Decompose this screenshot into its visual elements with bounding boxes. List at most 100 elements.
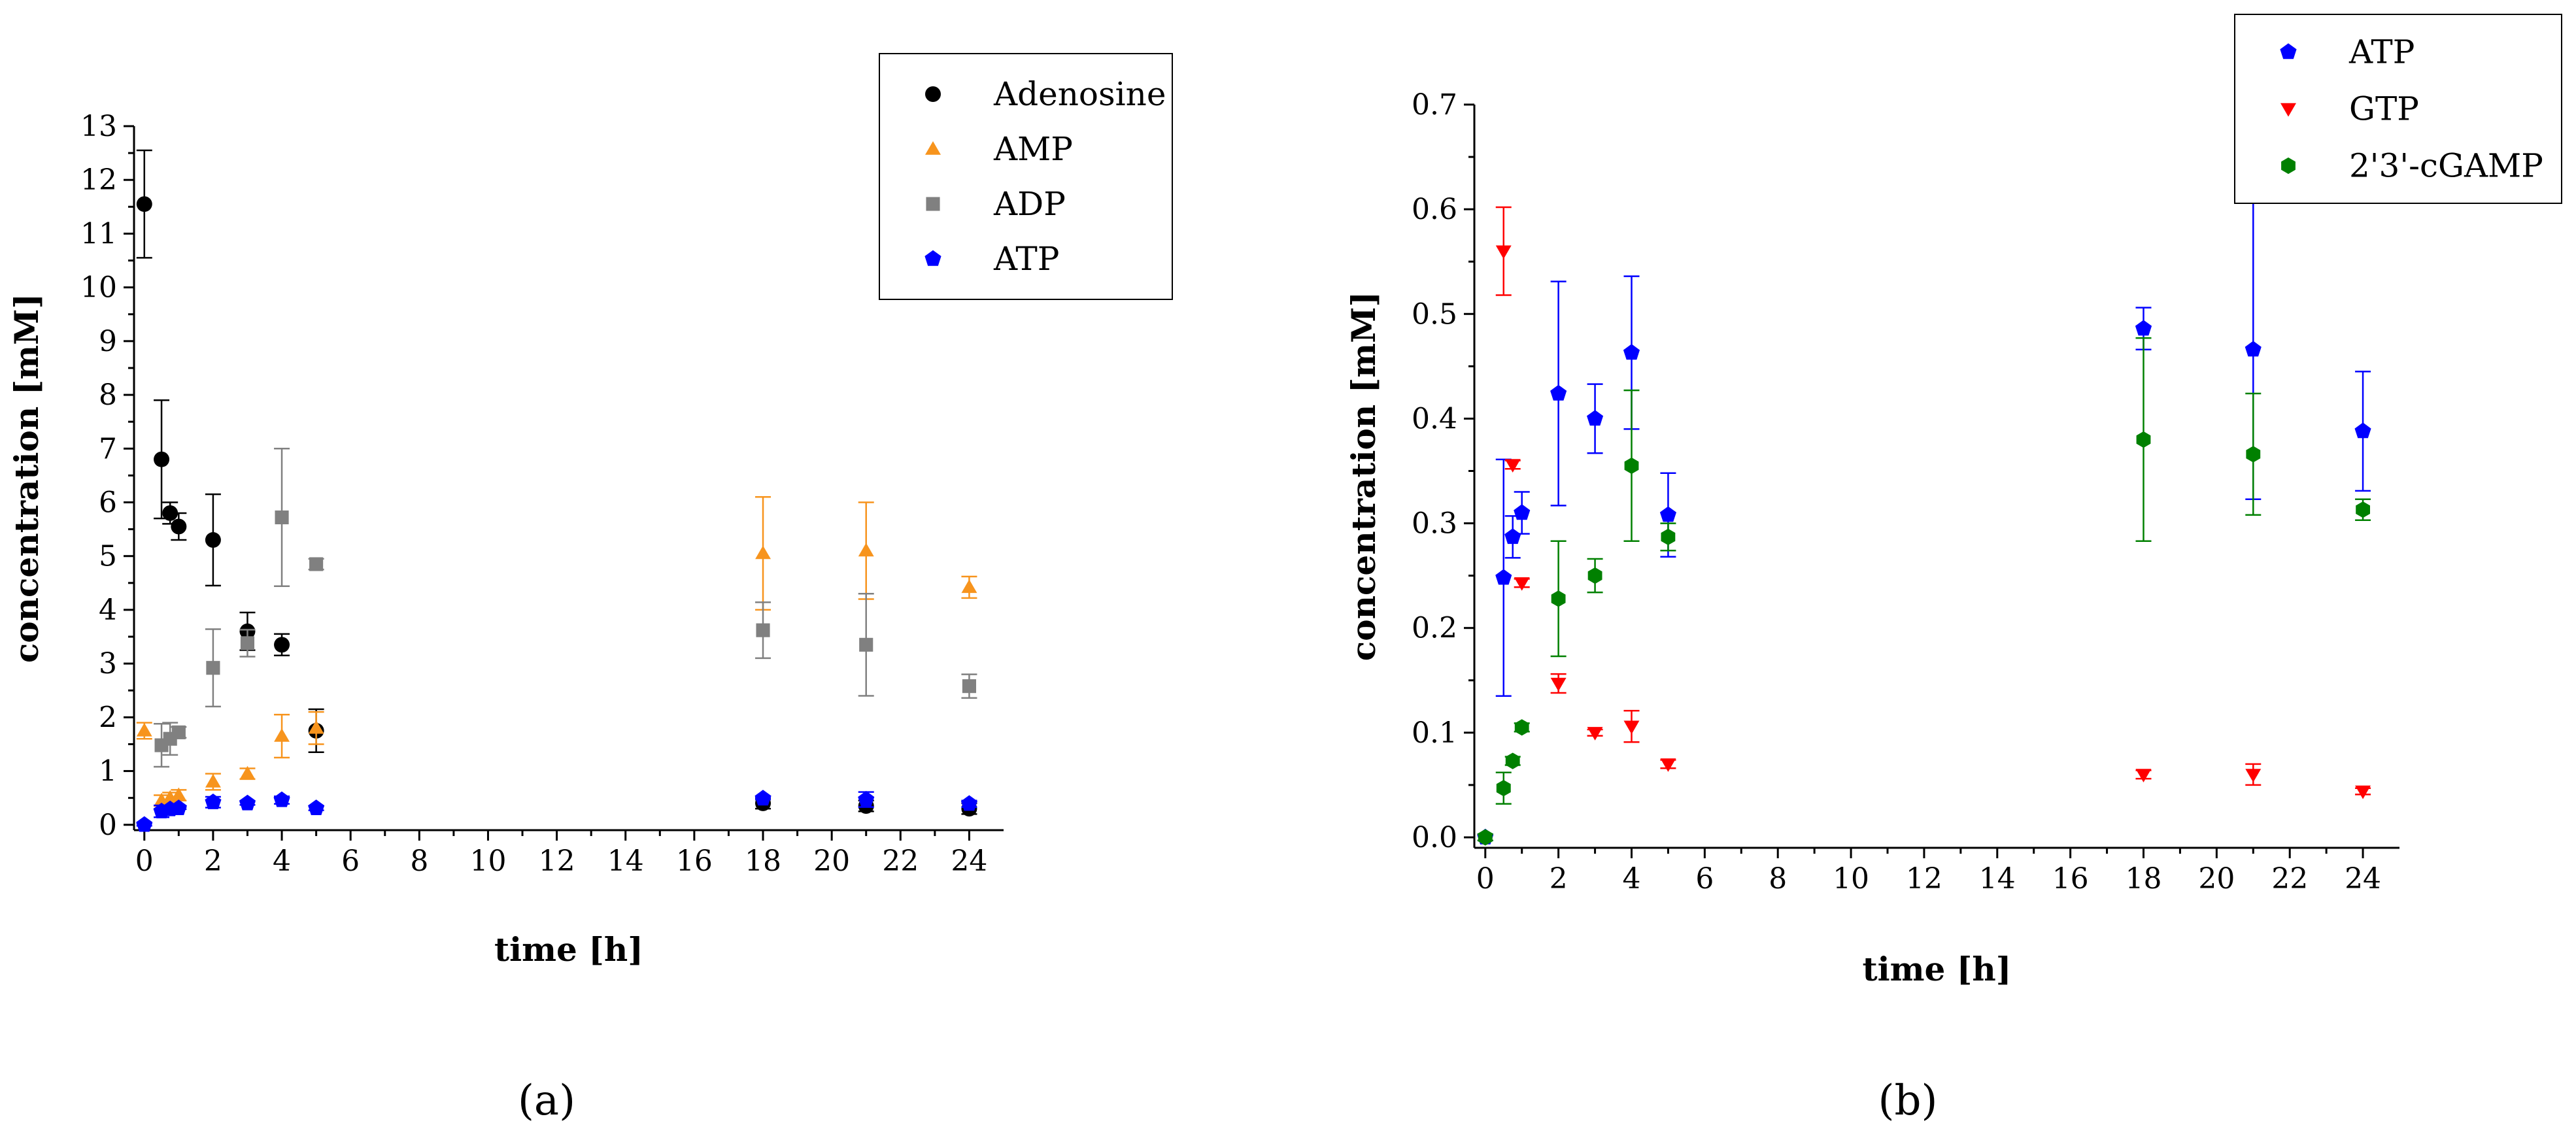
y-tick-label: 4 xyxy=(99,594,117,627)
y-tick-label: 2 xyxy=(99,701,117,734)
data-point xyxy=(240,636,255,650)
x-tick-label: 14 xyxy=(607,845,644,878)
legend-marker xyxy=(2280,43,2297,59)
y-tick-label: 11 xyxy=(80,217,117,250)
data-point xyxy=(1587,567,1602,584)
data-point xyxy=(1504,528,1521,545)
data-point xyxy=(171,725,186,739)
y-tick-label: 3 xyxy=(99,647,117,680)
x-tick-label: 12 xyxy=(1906,862,1942,896)
legend-label: AMP xyxy=(993,130,1073,168)
legend-label: 2'3'-cGAMP xyxy=(2349,147,2543,185)
x-axis-label: time [h] xyxy=(494,930,643,969)
x-tick-label: 0 xyxy=(135,845,154,878)
y-tick-label: 6 xyxy=(99,486,117,519)
data-point xyxy=(205,774,221,788)
data-point xyxy=(2245,341,2262,357)
y-tick-label: 0.0 xyxy=(1412,821,1457,854)
x-tick-label: 10 xyxy=(469,845,506,878)
y-tick-label: 0.3 xyxy=(1412,507,1457,541)
x-tick-label: 22 xyxy=(882,845,919,878)
data-point xyxy=(239,765,256,780)
data-point xyxy=(274,637,290,653)
y-tick-label: 1 xyxy=(99,755,117,788)
data-point xyxy=(273,791,290,807)
series-gtp xyxy=(1495,206,2371,799)
data-point xyxy=(154,451,170,467)
data-point xyxy=(171,518,187,535)
data-point xyxy=(1624,457,1639,475)
series-atp xyxy=(136,790,977,832)
data-point xyxy=(2135,769,2152,782)
data-point xyxy=(162,505,178,521)
data-point xyxy=(754,790,771,806)
y-tick-label: 0.4 xyxy=(1412,402,1457,435)
x-axis-label: time [h] xyxy=(1863,950,2012,988)
data-point xyxy=(205,794,222,809)
x-tick-label: 0 xyxy=(1476,862,1495,896)
data-point xyxy=(1550,384,1567,401)
legend-marker xyxy=(925,86,941,102)
data-point xyxy=(1478,829,1493,846)
legend-marker xyxy=(924,250,941,266)
x-tick-label: 6 xyxy=(1695,862,1714,896)
x-tick-label: 2 xyxy=(1550,862,1568,896)
y-tick-label: 8 xyxy=(99,378,117,412)
x-tick-label: 12 xyxy=(539,845,575,878)
legend: Adenosine AMP ADP ATP xyxy=(879,53,1173,300)
data-point xyxy=(1551,590,1566,607)
x-tick-label: 8 xyxy=(1769,862,1787,896)
panel-label-a: (a) xyxy=(518,1077,575,1125)
data-point xyxy=(205,532,221,548)
x-tick-label: 10 xyxy=(1833,862,1869,896)
data-point xyxy=(1623,344,1640,360)
x-tick-label: 18 xyxy=(2125,862,2161,896)
legend-label: GTP xyxy=(2349,90,2419,128)
data-point xyxy=(858,543,874,557)
data-point xyxy=(2354,422,2371,439)
data-point xyxy=(2355,785,2371,799)
data-point xyxy=(1505,752,1520,769)
y-tick-label: 0.7 xyxy=(1412,88,1457,122)
data-point xyxy=(962,679,976,694)
panel-label-b: (b) xyxy=(1878,1077,1938,1125)
data-point xyxy=(960,795,977,811)
x-tick-label: 20 xyxy=(2198,862,2235,896)
data-point xyxy=(136,816,153,832)
y-axis-label: concentration [mM] xyxy=(1344,292,1383,661)
x-tick-label: 8 xyxy=(410,845,428,878)
data-point xyxy=(755,545,771,560)
data-point xyxy=(859,637,873,652)
data-point xyxy=(1504,459,1521,473)
data-point xyxy=(1587,727,1603,741)
y-tick-label: 7 xyxy=(99,432,117,465)
x-tick-label: 6 xyxy=(341,845,360,878)
data-point xyxy=(206,661,220,675)
data-point xyxy=(1623,720,1640,735)
y-tick-label: 9 xyxy=(99,325,117,358)
x-tick-label: 14 xyxy=(1979,862,2016,896)
legend-label: ATP xyxy=(993,240,1059,278)
data-point xyxy=(1495,245,1512,260)
y-tick-label: 10 xyxy=(80,271,117,305)
chart-panel-a: 0 2 4 6 8 10 12 14 16 18 20 22 24012345678910111213t… xyxy=(7,53,1173,969)
data-point xyxy=(308,799,325,815)
legend-marker xyxy=(2280,103,2296,117)
y-axis-label: concentration [mM] xyxy=(7,293,46,663)
data-point xyxy=(171,787,187,801)
x-tick-label: 18 xyxy=(745,845,781,878)
data-point xyxy=(274,728,290,742)
data-point xyxy=(308,720,324,734)
y-tick-label: 12 xyxy=(80,163,117,197)
data-point xyxy=(1661,528,1676,545)
data-point xyxy=(1495,569,1512,585)
data-point xyxy=(756,623,770,637)
legend: ATP GTP 2'3'-cGAMP xyxy=(2234,14,2562,204)
legend-label: ADP xyxy=(993,185,1066,223)
data-point xyxy=(2356,501,2370,518)
x-tick-label: 4 xyxy=(273,845,291,878)
data-point xyxy=(309,557,324,571)
data-point xyxy=(239,794,256,811)
